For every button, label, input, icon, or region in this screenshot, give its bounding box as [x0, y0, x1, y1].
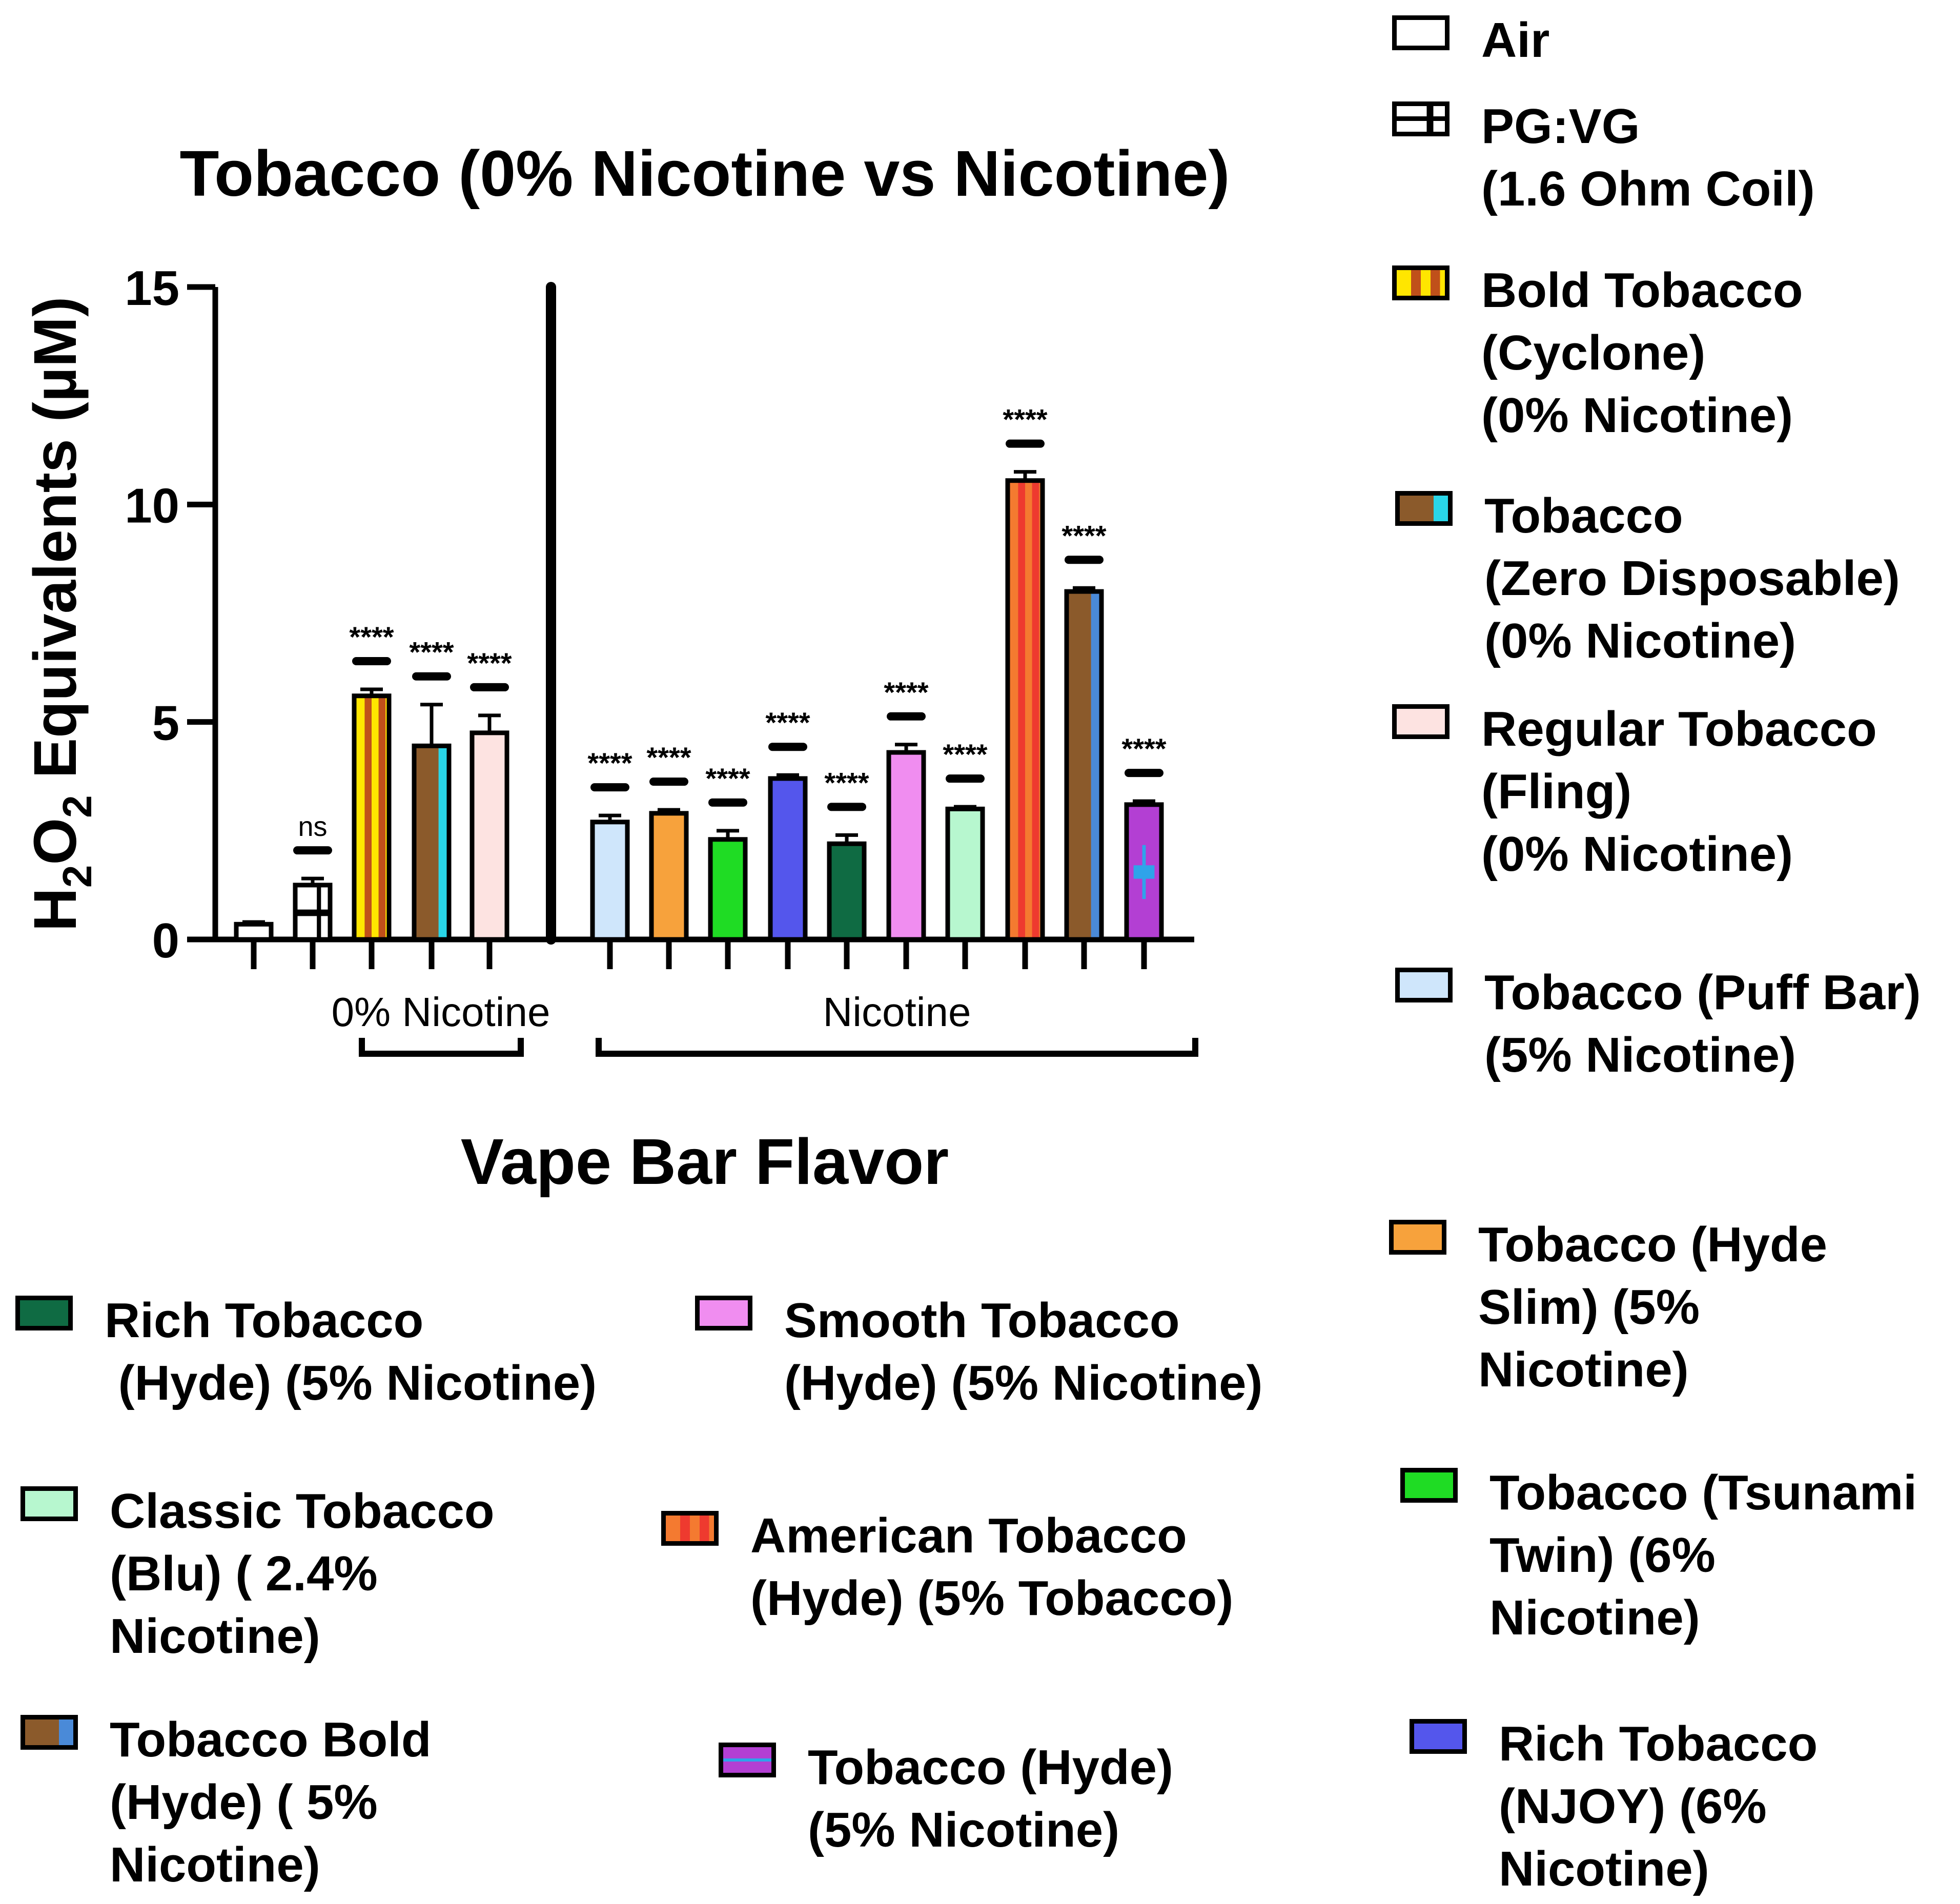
group-label-nicotine: Nicotine	[823, 989, 971, 1035]
sig-label-5: ****	[467, 647, 512, 679]
y-tick-label-10: 10	[125, 478, 179, 533]
bar-14	[1064, 589, 1104, 942]
y-tick-label-0: 0	[152, 913, 179, 968]
y-axis-label: H2O2 Equivalents (µM)	[22, 297, 100, 932]
legend-label-smooth-hyde: Smooth Tobacco (Hyde) (5% Nicotine)	[784, 1293, 1263, 1410]
legend-item-zero-disposable: Tobacco (Zero Disposable) (0% Nicotine)	[1395, 485, 1900, 672]
legend-item-rich-hyde: Rich Tobacco (Hyde) (5% Nicotine)	[15, 1289, 597, 1415]
legend-label-rich-hyde: Rich Tobacco (Hyde) (5% Nicotine)	[105, 1293, 597, 1410]
legend-item-tsunami: Tobacco (Tsunami Twin) (6% Nicotine)	[1400, 1462, 1917, 1649]
bar-3	[352, 693, 392, 942]
legend-label-puff-bar: Tobacco (Puff Bar) (5% Nicotine)	[1484, 965, 1921, 1082]
legend-item-american-hyde: American Tobacco (Hyde) (5% Tobacco)	[661, 1505, 1233, 1630]
chart-title: Tobacco (0% Nicotine vs Nicotine)	[179, 137, 1230, 210]
legend-item-blu: Classic Tobacco (Blu) ( 2.4% Nicotine)	[21, 1480, 495, 1668]
bracket-nicotine	[596, 1038, 1198, 1057]
legend-label-njoy: Rich Tobacco (NJOY) (6% Nicotine)	[1499, 1716, 1818, 1896]
legend-label-bold-hyde: Tobacco Bold (Hyde) ( 5% Nicotine)	[110, 1712, 432, 1892]
legend-label-fling: Regular Tobacco (Fling) (0% Nicotine)	[1481, 702, 1877, 882]
legend-label-hyde-slim: Tobacco (Hyde Slim) (5% Nicotine)	[1478, 1217, 1827, 1397]
sig-label-3: ****	[349, 621, 394, 653]
legend-label-air: Air	[1481, 13, 1550, 68]
legend-swatch-hyde	[719, 1743, 776, 1777]
legend-swatch-air	[1392, 15, 1449, 50]
y-tick-label-15: 15	[125, 261, 179, 316]
legend-swatch-puff-bar	[1395, 968, 1453, 1002]
legend-swatch-american-hyde	[661, 1511, 719, 1546]
legend-swatch-bold-cyclone	[1392, 265, 1449, 300]
bar-5	[469, 730, 509, 942]
sig-label-14: ****	[1061, 519, 1106, 551]
sig-label-8: ****	[705, 762, 750, 794]
sig-label-9: ****	[765, 706, 810, 739]
legend-swatch-hyde-slim	[1389, 1220, 1446, 1255]
legend-swatch-bold-hyde	[21, 1715, 78, 1750]
sig-label-7: ****	[646, 741, 691, 773]
bar-6	[590, 820, 630, 942]
legend-item-pgvg: PG:VG (1.6 Ohm Coil)	[1392, 95, 1815, 220]
legend-swatch-njoy	[1410, 1719, 1467, 1754]
bar-2	[293, 883, 333, 942]
legend-swatch-fling	[1392, 704, 1449, 739]
sig-label-10: ****	[824, 766, 869, 799]
sig-label-12: ****	[943, 738, 987, 770]
legend-label-hyde: Tobacco (Hyde) (5% Nicotine)	[808, 1740, 1173, 1857]
legend-item-fling: Regular Tobacco (Fling) (0% Nicotine)	[1392, 698, 1877, 886]
legend-item-smooth-hyde: Smooth Tobacco (Hyde) (5% Nicotine)	[695, 1289, 1262, 1415]
legend-item-puff-bar: Tobacco (Puff Bar) (5% Nicotine)	[1395, 961, 1921, 1087]
legend-swatch-pgvg	[1392, 101, 1449, 136]
legend-item-air: Air	[1392, 9, 1549, 72]
bar-4	[412, 743, 452, 942]
sig-label-6: ****	[587, 747, 632, 779]
legend-item-bold-cyclone: Bold Tobacco (Cyclone) (0% Nicotine)	[1392, 259, 1803, 447]
group-label-zero-nicotine: 0% Nicotine	[332, 989, 550, 1035]
legend-swatch-tsunami	[1400, 1468, 1458, 1503]
legend-swatch-blu	[21, 1486, 78, 1521]
bar-1	[234, 922, 274, 942]
bar-9	[768, 776, 808, 942]
legend-item-bold-hyde: Tobacco Bold (Hyde) ( 5% Nicotine)	[21, 1709, 432, 1896]
legend-swatch-smooth-hyde	[695, 1296, 752, 1330]
bar-10	[827, 841, 867, 942]
legend-label-american-hyde: American Tobacco (Hyde) (5% Tobacco)	[750, 1508, 1234, 1626]
bracket-zero-nicotine	[359, 1038, 524, 1057]
legend-item-njoy: Rich Tobacco (NJOY) (6% Nicotine)	[1410, 1713, 1818, 1900]
sig-label-2: ns	[298, 811, 327, 842]
legend-swatch-rich-hyde	[15, 1296, 73, 1330]
legend-label-zero-disposable: Tobacco (Zero Disposable) (0% Nicotine)	[1484, 488, 1900, 668]
sig-label-13: ****	[1003, 403, 1047, 436]
bar-13	[1005, 478, 1045, 942]
sig-label-11: ****	[884, 676, 928, 708]
legend-label-tsunami: Tobacco (Tsunami Twin) (6% Nicotine)	[1489, 1465, 1917, 1645]
bar-7	[649, 811, 689, 942]
legend-label-pgvg: PG:VG (1.6 Ohm Coil)	[1481, 99, 1815, 216]
x-axis-label: Vape Bar Flavor	[461, 1125, 949, 1198]
bar-12	[945, 806, 985, 942]
sig-label-4: ****	[409, 636, 454, 668]
legend-swatch-zero-disposable	[1395, 491, 1453, 526]
legend-label-bold-cyclone: Bold Tobacco (Cyclone) (0% Nicotine)	[1481, 263, 1803, 443]
bar-8	[708, 837, 748, 942]
legend-item-hyde: Tobacco (Hyde) (5% Nicotine)	[719, 1736, 1173, 1861]
legend-label-blu: Classic Tobacco (Blu) ( 2.4% Nicotine)	[110, 1484, 495, 1664]
y-tick-label-5: 5	[152, 696, 179, 751]
legend-item-hyde-slim: Tobacco (Hyde Slim) (5% Nicotine)	[1389, 1214, 1827, 1401]
sig-label-15: ****	[1121, 732, 1166, 765]
bar-15	[1124, 802, 1164, 942]
bar-11	[886, 750, 926, 942]
